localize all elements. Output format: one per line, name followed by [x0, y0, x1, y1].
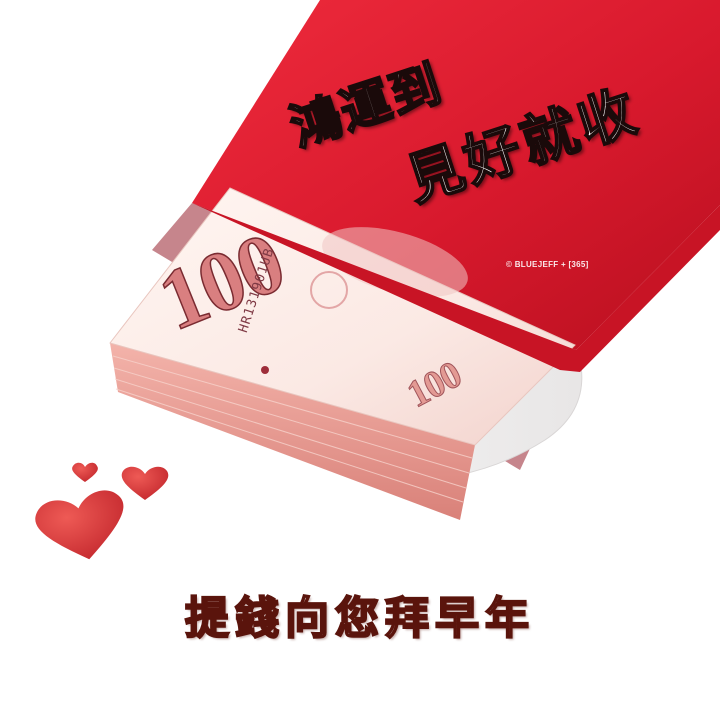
envelope-body: [192, 0, 720, 350]
banknote-flower-pattern: [322, 227, 468, 297]
heart-medium: [121, 466, 169, 500]
banknote-emblem: [310, 271, 348, 309]
greeting-caption: 提錢向您拜早年: [184, 592, 535, 645]
heart-small: [72, 462, 98, 482]
watermark-text: © BLUEJEFF + [365]: [506, 260, 589, 269]
heart-large: [35, 490, 124, 560]
banknote-dot: [261, 366, 269, 374]
banknote-top: [109, 187, 576, 446]
banknote-stack-lines: [112, 355, 473, 503]
